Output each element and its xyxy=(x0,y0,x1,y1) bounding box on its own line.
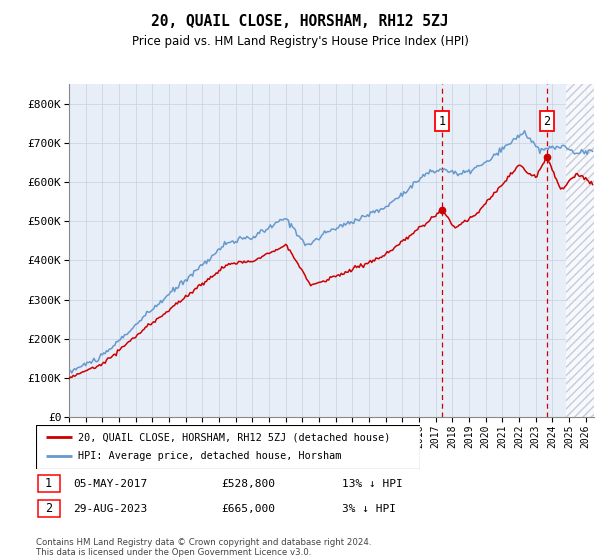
FancyBboxPatch shape xyxy=(38,500,60,517)
Text: 2: 2 xyxy=(45,502,52,515)
Text: Price paid vs. HM Land Registry's House Price Index (HPI): Price paid vs. HM Land Registry's House … xyxy=(131,35,469,48)
Text: 3% ↓ HPI: 3% ↓ HPI xyxy=(342,504,396,514)
Text: 29-AUG-2023: 29-AUG-2023 xyxy=(73,504,147,514)
Text: 2: 2 xyxy=(543,115,550,128)
Text: 13% ↓ HPI: 13% ↓ HPI xyxy=(342,479,403,488)
Text: HPI: Average price, detached house, Horsham: HPI: Average price, detached house, Hors… xyxy=(78,451,341,461)
FancyBboxPatch shape xyxy=(38,475,60,492)
Text: 1: 1 xyxy=(45,477,52,490)
FancyBboxPatch shape xyxy=(36,425,420,469)
Text: 1: 1 xyxy=(438,115,445,128)
Text: £528,800: £528,800 xyxy=(221,479,275,488)
Bar xyxy=(566,84,594,417)
Text: £665,000: £665,000 xyxy=(221,504,275,514)
Text: 20, QUAIL CLOSE, HORSHAM, RH12 5ZJ (detached house): 20, QUAIL CLOSE, HORSHAM, RH12 5ZJ (deta… xyxy=(78,432,391,442)
Text: Contains HM Land Registry data © Crown copyright and database right 2024.
This d: Contains HM Land Registry data © Crown c… xyxy=(36,538,371,557)
Text: 20, QUAIL CLOSE, HORSHAM, RH12 5ZJ: 20, QUAIL CLOSE, HORSHAM, RH12 5ZJ xyxy=(151,14,449,29)
Text: 05-MAY-2017: 05-MAY-2017 xyxy=(73,479,147,488)
